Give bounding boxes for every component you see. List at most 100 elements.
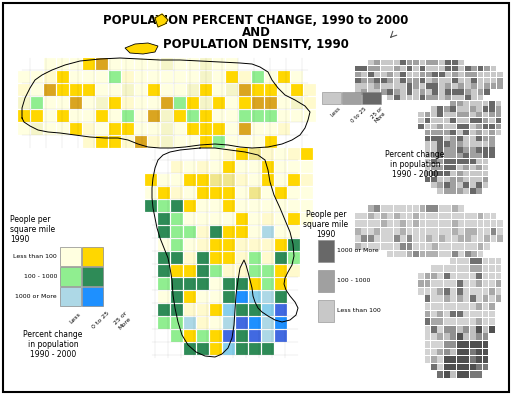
- Bar: [197, 226, 209, 238]
- Bar: [439, 250, 445, 257]
- Bar: [424, 135, 430, 141]
- Bar: [463, 182, 469, 188]
- Bar: [249, 317, 261, 329]
- Bar: [374, 89, 380, 94]
- Bar: [400, 66, 406, 71]
- Bar: [210, 161, 222, 173]
- Bar: [437, 341, 443, 348]
- Bar: [496, 100, 501, 106]
- Bar: [452, 60, 458, 65]
- Bar: [374, 83, 380, 88]
- Bar: [445, 72, 451, 77]
- Bar: [288, 200, 300, 212]
- Bar: [184, 239, 196, 251]
- Bar: [171, 304, 183, 316]
- Bar: [444, 141, 450, 147]
- Bar: [213, 97, 225, 109]
- Bar: [458, 205, 464, 212]
- Bar: [476, 153, 482, 158]
- Bar: [184, 304, 196, 316]
- Bar: [433, 243, 438, 250]
- Bar: [478, 72, 483, 77]
- Bar: [265, 136, 277, 148]
- Text: Less: Less: [330, 106, 342, 118]
- Bar: [400, 220, 406, 227]
- Bar: [471, 235, 477, 242]
- Bar: [239, 84, 251, 96]
- Bar: [463, 135, 469, 141]
- Bar: [457, 348, 463, 356]
- Bar: [236, 239, 248, 251]
- Bar: [484, 77, 490, 83]
- Bar: [210, 148, 222, 160]
- Bar: [463, 273, 469, 280]
- Bar: [458, 228, 464, 235]
- Bar: [381, 60, 387, 65]
- Bar: [368, 243, 374, 250]
- Bar: [444, 153, 450, 158]
- Bar: [424, 295, 430, 302]
- Bar: [262, 278, 274, 290]
- Bar: [444, 348, 450, 356]
- Bar: [213, 58, 225, 70]
- Bar: [223, 187, 235, 199]
- Bar: [200, 110, 212, 122]
- Bar: [394, 60, 399, 65]
- Bar: [484, 220, 490, 227]
- Bar: [318, 270, 334, 292]
- Bar: [122, 110, 134, 122]
- Bar: [368, 83, 374, 88]
- Bar: [439, 228, 445, 235]
- Bar: [437, 348, 443, 356]
- Polygon shape: [125, 43, 158, 54]
- Bar: [361, 220, 367, 227]
- Bar: [171, 213, 183, 225]
- Bar: [187, 136, 199, 148]
- Bar: [439, 72, 445, 77]
- Bar: [236, 291, 248, 303]
- Bar: [262, 291, 274, 303]
- Bar: [463, 371, 469, 378]
- Bar: [407, 60, 413, 65]
- Bar: [437, 356, 443, 363]
- Bar: [400, 60, 406, 65]
- Text: 1990 - 2000: 1990 - 2000: [30, 350, 76, 359]
- Bar: [262, 148, 274, 160]
- Bar: [239, 110, 251, 122]
- Bar: [489, 124, 495, 129]
- Bar: [109, 84, 121, 96]
- Bar: [478, 213, 483, 219]
- Bar: [83, 97, 95, 109]
- Bar: [470, 171, 476, 176]
- Bar: [458, 83, 464, 88]
- Bar: [483, 182, 488, 188]
- Bar: [424, 112, 430, 117]
- Bar: [158, 174, 170, 186]
- Bar: [476, 326, 482, 333]
- Bar: [355, 220, 361, 227]
- Bar: [483, 364, 488, 371]
- Bar: [476, 288, 482, 295]
- Bar: [444, 295, 450, 302]
- Bar: [431, 118, 437, 123]
- Bar: [57, 97, 69, 109]
- Bar: [387, 205, 393, 212]
- Bar: [458, 250, 464, 257]
- Bar: [463, 118, 469, 123]
- Bar: [445, 228, 451, 235]
- Bar: [439, 213, 445, 219]
- Bar: [419, 72, 425, 77]
- Bar: [424, 147, 430, 152]
- Bar: [465, 72, 471, 77]
- Bar: [483, 171, 488, 176]
- Bar: [158, 239, 170, 251]
- Bar: [223, 330, 235, 342]
- Bar: [374, 220, 380, 227]
- Bar: [426, 243, 432, 250]
- Bar: [318, 300, 334, 322]
- Bar: [457, 124, 463, 129]
- Bar: [431, 106, 437, 112]
- Bar: [483, 135, 488, 141]
- Bar: [457, 258, 463, 264]
- Bar: [431, 288, 437, 295]
